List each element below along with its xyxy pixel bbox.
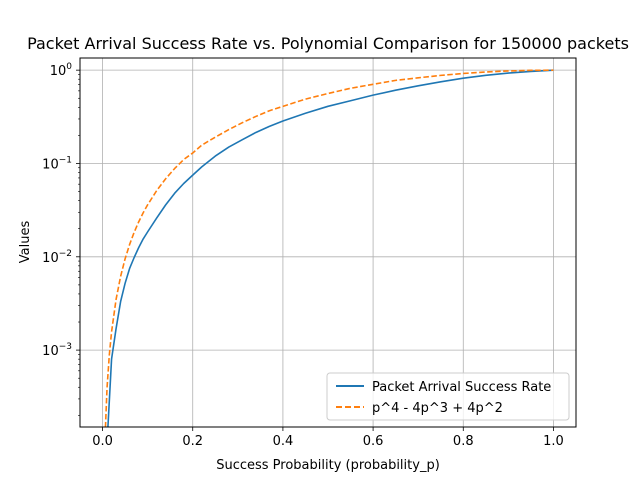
x-tick-label: 0.8 <box>453 434 474 449</box>
y-tick-label: 10−3 <box>42 342 72 359</box>
y-axis-label: Values <box>18 221 33 264</box>
series-line-success-rate <box>107 69 554 427</box>
x-tick-label: 0.6 <box>363 434 384 449</box>
x-tick-label: 0.0 <box>92 434 113 449</box>
y-tick-label: 100 <box>50 62 73 79</box>
legend-label-success-rate: Packet Arrival Success Rate <box>372 380 551 395</box>
grid-layer <box>80 58 576 427</box>
x-tick-label: 0.2 <box>182 434 203 449</box>
legend: Packet Arrival Success Rate p^4 - 4p^3 +… <box>326 372 570 421</box>
y-tick-label: 10−1 <box>42 155 72 172</box>
legend-box <box>326 372 570 421</box>
x-tick-label: 1.0 <box>543 434 564 449</box>
plot-frame <box>79 57 577 428</box>
chart-title: Packet Arrival Success Rate vs. Polynomi… <box>27 34 629 53</box>
series-layer <box>104 69 554 427</box>
x-tick-label: 0.4 <box>273 434 294 449</box>
legend-label-polynomial: p^4 - 4p^3 + 4p^2 <box>372 401 503 416</box>
x-axis-label: Success Probability (probability_p) <box>216 458 440 473</box>
y-tick-label: 10−2 <box>42 249 72 266</box>
tick-layer: 0.0 0.2 0.4 0.6 0.8 1.0 100 10−1 10−2 10−3 <box>42 62 564 449</box>
